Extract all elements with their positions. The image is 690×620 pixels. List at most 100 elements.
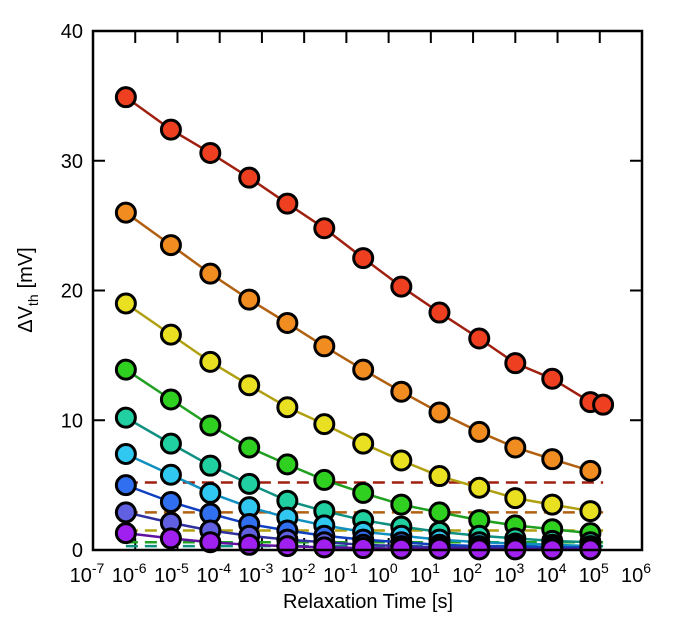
- y-tick-label: 0: [72, 540, 83, 562]
- x-tick-exponent: -3: [261, 560, 274, 576]
- x-tick-exponent: 6: [643, 560, 651, 576]
- data-point: [114, 358, 137, 381]
- data-point: [468, 327, 491, 350]
- x-tick-label: 10-2: [281, 560, 316, 587]
- data-point: [313, 536, 336, 559]
- x-tick-exponent: -2: [303, 560, 316, 576]
- data-point: [428, 401, 451, 424]
- x-tick-label: 106: [621, 560, 651, 587]
- x-tick-exponent: 4: [559, 560, 567, 576]
- data-point: [199, 141, 222, 164]
- data-point: [352, 247, 375, 270]
- data-point: [541, 448, 564, 471]
- data-point: [468, 420, 491, 443]
- data-point: [313, 413, 336, 436]
- data-point: [504, 436, 527, 459]
- x-tick-label: 10-5: [154, 560, 189, 587]
- data-point: [199, 531, 222, 554]
- data-point: [199, 414, 222, 437]
- data-point: [276, 535, 299, 558]
- x-tick-base: 10: [281, 565, 303, 587]
- x-tick-exponent: 2: [474, 560, 482, 576]
- data-point: [159, 432, 182, 455]
- data-point: [276, 311, 299, 334]
- x-tick-label: 10-7: [70, 560, 105, 587]
- data-point: [114, 474, 137, 497]
- x-tick-base: 10: [537, 565, 559, 587]
- data-point: [428, 465, 451, 488]
- x-tick-base: 10: [323, 565, 345, 587]
- data-point: [541, 493, 564, 516]
- y-tick-label: 10: [61, 410, 83, 432]
- data-point: [276, 453, 299, 476]
- data-point: [159, 463, 182, 486]
- x-tick-label: 10-3: [239, 560, 274, 587]
- data-point: [390, 493, 413, 516]
- y-label-main: ΔV: [15, 305, 37, 332]
- data-point: [114, 522, 137, 545]
- data-point: [579, 500, 602, 523]
- data-point: [504, 487, 527, 510]
- x-tick-label: 105: [579, 560, 609, 587]
- y-axis-label: ΔVth [mV]: [15, 247, 41, 333]
- data-point: [390, 380, 413, 403]
- data-point: [199, 454, 222, 477]
- x-tick-label: 100: [368, 560, 398, 587]
- data-point: [428, 537, 451, 560]
- data-point: [199, 262, 222, 285]
- x-tick-label: 102: [452, 560, 482, 587]
- data-point: [199, 350, 222, 373]
- x-tick-base: 10: [410, 565, 432, 587]
- x-tick-label: 103: [494, 560, 524, 587]
- data-point: [592, 393, 615, 416]
- x-tick-exponent: 0: [390, 560, 398, 576]
- x-tick-base: 10: [368, 565, 390, 587]
- data-point: [199, 481, 222, 504]
- series-line: [125, 302, 591, 513]
- y-label-unit: [mV]: [15, 247, 37, 288]
- data-point: [114, 406, 137, 429]
- data-point: [114, 442, 137, 465]
- x-tick-exponent: -4: [219, 560, 232, 576]
- data-point: [313, 335, 336, 358]
- x-tick-label: 10-6: [112, 560, 147, 587]
- data-point: [159, 527, 182, 550]
- data-point: [313, 217, 336, 240]
- x-tick-exponent: -7: [92, 560, 105, 576]
- data-point: [114, 201, 137, 224]
- data-point: [352, 358, 375, 381]
- x-axis-label: Relaxation Time [s]: [283, 591, 453, 613]
- data-point: [428, 301, 451, 324]
- data-point: [276, 192, 299, 215]
- data-point: [238, 374, 261, 397]
- x-tick-base: 10: [112, 565, 134, 587]
- data-point: [159, 388, 182, 411]
- data-point: [159, 234, 182, 257]
- data-point: [390, 275, 413, 298]
- data-point: [159, 118, 182, 141]
- data-point: [238, 166, 261, 189]
- x-tick-exponent: 1: [432, 560, 440, 576]
- data-point: [313, 468, 336, 491]
- data-point: [352, 481, 375, 504]
- y-tick-label: 30: [61, 151, 83, 173]
- data-point: [468, 476, 491, 499]
- data-point: [579, 459, 602, 482]
- data-point: [159, 490, 182, 513]
- data-point: [159, 323, 182, 346]
- data-point: [114, 86, 137, 109]
- x-tick-base: 10: [154, 565, 176, 587]
- x-tick-exponent: -5: [176, 560, 189, 576]
- data-point: [428, 501, 451, 524]
- y-tick-label: 40: [61, 21, 83, 43]
- x-tick-label: 10-4: [196, 560, 231, 587]
- x-tick-base: 10: [494, 565, 516, 587]
- y-label-sub: th: [25, 294, 41, 306]
- x-tick-label: 104: [537, 560, 567, 587]
- data-point: [390, 537, 413, 560]
- x-tick-base: 10: [70, 565, 92, 587]
- plot-frame: [91, 29, 644, 552]
- x-tick-base: 10: [196, 565, 218, 587]
- data-point: [238, 436, 261, 459]
